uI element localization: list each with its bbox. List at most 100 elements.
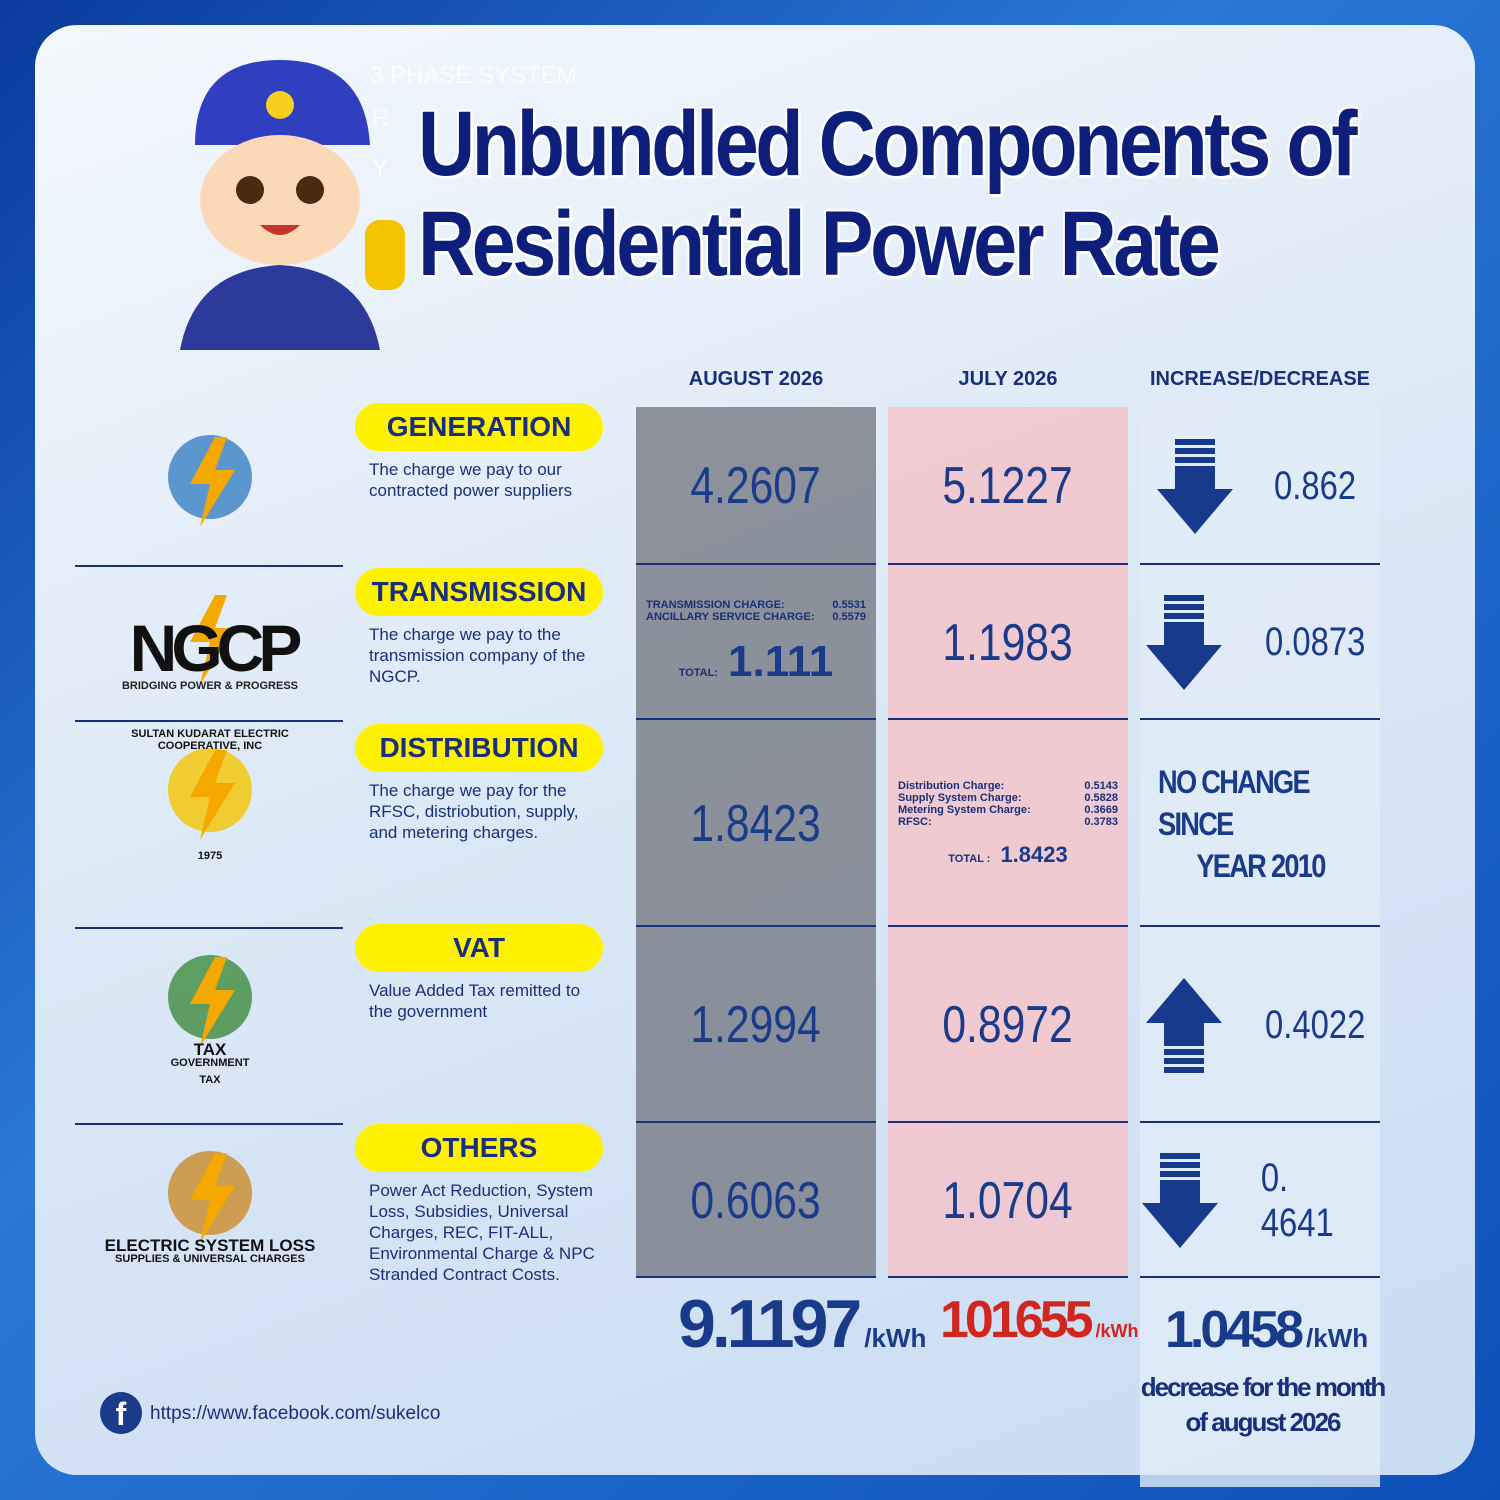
icon xyxy=(190,595,235,685)
total-line: TOTAL: 1.111 xyxy=(679,637,834,687)
cell-rule xyxy=(1140,1121,1380,1123)
breakdown-value: 0.5579 xyxy=(832,610,866,623)
cell-rule xyxy=(636,563,876,565)
rate-value: 1.1983 xyxy=(942,613,1074,672)
breakdown-name: Metering System Charge: xyxy=(898,803,1031,816)
july-cell: Distribution Charge: 0.5143 Supply System … xyxy=(888,720,1128,927)
icon xyxy=(1156,438,1233,534)
rate-value: 0.862 xyxy=(1273,463,1357,508)
column-bg xyxy=(888,407,1128,1278)
row-label: OTHERS xyxy=(355,1124,603,1172)
total-change: 1.0458/kWh xyxy=(1165,1300,1368,1360)
value-wrap: 1.2994 xyxy=(676,995,835,1055)
logo-text: 1975 xyxy=(197,850,223,862)
icon xyxy=(168,955,252,1047)
icon xyxy=(1145,595,1222,690)
rate-value: 1.0704 xyxy=(942,1171,1074,1230)
value-wrap: 4.2607 xyxy=(676,456,835,516)
row-description: Value Added Tax remitted to the governme… xyxy=(369,981,581,1021)
rate-value: 0. 4641 xyxy=(1260,1155,1334,1245)
rate-value: 0.8972 xyxy=(942,996,1074,1054)
cell-rule xyxy=(888,1121,1128,1123)
cell-rule xyxy=(888,563,1128,565)
column-header: JULY 2026 xyxy=(958,368,1058,390)
facebook-url: https://www.facebook.com/sukelco xyxy=(150,1403,441,1424)
cell-rule xyxy=(1140,1276,1380,1278)
shape xyxy=(1160,1153,1200,1159)
logo-text: GOVERNMENT xyxy=(170,1057,250,1069)
breakdown-name: Distribution Charge: xyxy=(898,779,1005,792)
icon xyxy=(1142,1153,1218,1248)
shape xyxy=(1163,1066,1204,1073)
total-value: 9.1197 xyxy=(678,1286,862,1362)
rate-value: 4.2607 xyxy=(690,457,822,515)
title-line: Unbundled Components of xyxy=(418,93,1358,195)
total-july: 101655/kWh xyxy=(940,1290,1139,1350)
august-cell: 0.6063 xyxy=(636,1123,876,1278)
row-description: The charge we pay to the transmission co… xyxy=(369,625,586,686)
shape xyxy=(200,135,360,265)
breakdown-line: Distribution Charge: 0.5143 xyxy=(898,780,1118,792)
no-change-text: YEAR 2010 xyxy=(1195,847,1326,884)
total-unit: /kWh xyxy=(1095,1321,1139,1341)
cell-rule xyxy=(1140,563,1380,565)
shape xyxy=(1160,1162,1200,1168)
row-description: Power Act Reduction, System Loss, Subsid… xyxy=(369,1181,595,1284)
logo-text: SULTAN KUDARAT ELECTRIC COOPERATIVE, INC xyxy=(131,728,289,752)
rate-value: 1.8423 xyxy=(690,794,822,853)
breakdown-line: ANCILLARY SERVICE CHARGE: 0.5579 xyxy=(646,611,866,623)
value-wrap: 0.4022 xyxy=(1144,977,1376,1073)
value-wrap: 0. 4641 xyxy=(1140,1153,1380,1248)
row-label: VAT xyxy=(355,924,603,972)
system-label: 3 PHASE SYSTEM xyxy=(370,62,577,89)
logo-text: BRIDGING POWER & PROGRESS xyxy=(121,680,299,692)
shape xyxy=(296,176,324,204)
phase-label: Y xyxy=(372,155,389,182)
separator xyxy=(75,565,343,567)
breakdown-line: RFSC: 0.3783 xyxy=(898,816,1118,828)
shape xyxy=(1142,1180,1218,1248)
august-cell: 1.2994 xyxy=(636,927,876,1123)
row-description: The charge we pay for the RFSC, distriob… xyxy=(369,781,579,842)
total-note: decrease for the month xyxy=(1140,1372,1387,1402)
shape xyxy=(1163,1057,1204,1064)
shape xyxy=(190,595,235,685)
total-label: TOTAL : xyxy=(948,852,991,865)
shape xyxy=(365,220,405,290)
icon xyxy=(168,435,252,527)
shape xyxy=(1163,613,1204,619)
cell-rule xyxy=(1140,718,1380,720)
breakdown-name: TRANSMISSION CHARGE: xyxy=(646,598,785,611)
rate-value: 0.0873 xyxy=(1264,620,1366,664)
logo-text: SUPPLIES & UNIVERSAL CHARGES xyxy=(115,1253,305,1265)
breakdown-line: Metering System Charge: 0.3669 xyxy=(898,804,1118,816)
total-label: TOTAL: xyxy=(678,666,719,679)
title-line: Residential Power Rate xyxy=(418,193,1221,295)
july-cell: 0.8972 xyxy=(888,927,1128,1123)
shape xyxy=(1163,595,1204,601)
august-cell: TRANSMISSION CHARGE: 0.5531 ANCILLARY SERV… xyxy=(636,565,876,720)
total-august: 9.1197/kWh xyxy=(678,1285,926,1363)
row-label: GENERATION xyxy=(355,403,603,451)
value-wrap: 0.8972 xyxy=(928,995,1087,1055)
logo-text: TAX xyxy=(199,1074,221,1086)
cell-rule xyxy=(636,718,876,720)
separator xyxy=(75,927,343,929)
shape xyxy=(260,225,300,235)
rate-value: 0.6063 xyxy=(690,1171,822,1230)
value-wrap: 1.0704 xyxy=(928,1171,1087,1231)
value-wrap: 0.0873 xyxy=(1144,595,1376,690)
breakdown-line: TRANSMISSION CHARGE: 0.5531 xyxy=(646,599,866,611)
shape xyxy=(190,750,235,840)
shape xyxy=(190,1153,235,1243)
shape xyxy=(236,176,264,204)
value-wrap: 0.6063 xyxy=(676,1171,835,1231)
cell-rule xyxy=(1140,925,1380,927)
separator xyxy=(75,1123,343,1125)
value-wrap: 5.1227 xyxy=(928,456,1087,516)
change-cell: 0.4022 xyxy=(1140,927,1380,1123)
shape xyxy=(266,91,294,119)
change-cell: NO CHANGE SINCE YEAR 2010 xyxy=(1140,720,1380,927)
no-change-text: NO CHANGE SINCE xyxy=(1158,763,1311,842)
